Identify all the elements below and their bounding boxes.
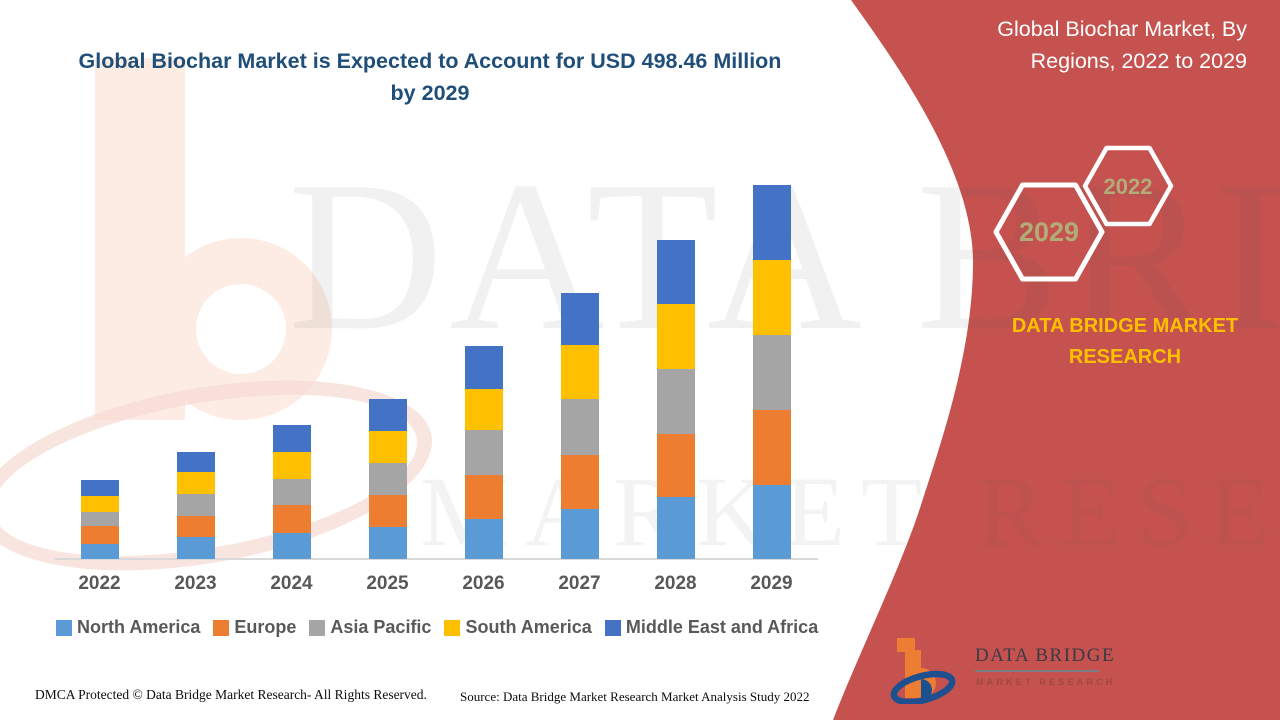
logo-wordmark: DATA BRIDGE <box>975 645 1116 666</box>
bar-segment <box>752 410 791 485</box>
bar-segment <box>656 369 695 434</box>
brand-text: DATA BRIDGE MARKET RESEARCH <box>1011 315 1239 368</box>
bar-segment <box>560 345 599 399</box>
bar-segment <box>80 526 119 544</box>
bar-segment <box>656 497 695 559</box>
bar-segment <box>464 475 503 519</box>
x-axis-label: 2026 <box>462 573 505 594</box>
x-axis-label: 2022 <box>78 573 121 594</box>
year-hexagons: 2029 2022 <box>993 145 1174 282</box>
x-axis-label: 2029 <box>750 573 793 594</box>
legend-item: Asia Pacific <box>309 617 431 638</box>
footer-dmca-text: DMCA Protected © Data Bridge Market Rese… <box>35 687 427 702</box>
bar-segment <box>368 399 407 431</box>
legend-item: Middle East and Africa <box>604 617 819 638</box>
logo-b-stub <box>897 638 915 652</box>
bar-segment <box>656 434 695 497</box>
hexagon-2022-label: 2022 <box>1104 174 1153 199</box>
bar-segment <box>464 389 503 430</box>
legend-swatch <box>604 619 621 636</box>
legend-swatch <box>309 619 326 636</box>
bar-segment <box>368 495 407 527</box>
bar-segment <box>752 260 791 335</box>
bar-segment <box>272 479 311 505</box>
legend-swatch <box>56 619 72 636</box>
bar-segment <box>272 533 311 559</box>
bar-segment <box>752 485 791 559</box>
logo-d <box>921 679 932 701</box>
bar-segment <box>560 455 599 509</box>
bar-segment <box>272 425 311 452</box>
legend-label: South America <box>465 617 592 637</box>
chart-legend: North America Europe Asia Pacific South Ame… <box>56 617 831 638</box>
bar-segment <box>752 335 791 410</box>
logo-b-stem <box>905 650 921 698</box>
logo-underline <box>975 670 1099 672</box>
bar-segment <box>656 240 695 304</box>
hexagon-2029 <box>993 182 1105 282</box>
bar-segment <box>272 505 311 533</box>
bar-segment <box>176 537 215 559</box>
bar-segment <box>464 519 503 559</box>
legend-label: Asia Pacific <box>330 617 432 637</box>
bar-segment <box>560 399 599 455</box>
legend-item: Europe <box>213 617 296 638</box>
bar-segment <box>176 516 215 537</box>
bar-segment <box>368 431 407 463</box>
bar-segment <box>656 304 695 369</box>
hexagon-2022 <box>1082 145 1174 227</box>
x-axis-label: 2027 <box>558 573 601 594</box>
legend-label: North America <box>77 617 201 637</box>
x-axis-label: 2028 <box>654 573 697 594</box>
legend-item: North America <box>56 617 200 638</box>
legend-swatch <box>444 619 461 636</box>
bar-segment <box>80 544 119 559</box>
chart-title: Global Biochar Market is Expected to Acc… <box>78 49 782 106</box>
bar-segment <box>560 509 599 559</box>
x-axis-label: 2023 <box>174 573 217 594</box>
legend-label: Middle East and Africa <box>625 617 819 637</box>
legend-label: Europe <box>234 617 297 637</box>
bar-segment <box>272 452 311 479</box>
data-bridge-logo-icon <box>890 638 956 704</box>
x-axis-label: 2024 <box>270 573 313 594</box>
bar-segment <box>80 512 119 526</box>
legend-item: South America <box>444 617 592 638</box>
hexagon-2029-label: 2029 <box>1019 217 1079 247</box>
bar-segment <box>560 293 599 345</box>
footer-source-text: Source: Data Bridge Market Research Mark… <box>460 689 810 704</box>
logo-subtext: MARKET RESEARCH <box>976 677 1116 687</box>
bar-segment <box>368 527 407 559</box>
bar-segment <box>368 463 407 495</box>
bar-segment <box>80 480 119 496</box>
bar-segment <box>176 472 215 494</box>
panel-title: Global Biochar Market, By Regions, 2022 … <box>997 17 1247 74</box>
bar-segment <box>80 496 119 512</box>
x-axis-line <box>55 558 818 560</box>
legend-swatch <box>213 619 230 636</box>
bar-segment <box>176 494 215 516</box>
bar-segment <box>464 430 503 475</box>
bar-segment <box>176 452 215 472</box>
bar-segment <box>752 185 791 260</box>
bar-segment <box>464 346 503 389</box>
x-axis-label: 2025 <box>366 573 409 594</box>
